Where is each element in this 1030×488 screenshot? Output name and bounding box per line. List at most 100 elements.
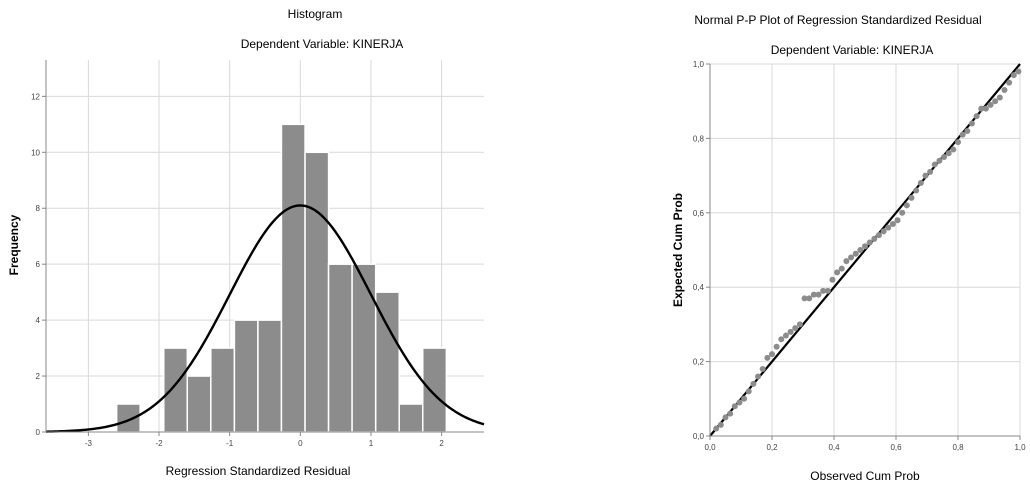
pp-plot-point (894, 217, 901, 224)
pp-plot-point (717, 421, 724, 428)
pp-plot-point (992, 98, 999, 105)
pp-plot-point (838, 265, 845, 272)
pp-plot-point (759, 366, 766, 373)
pp-plot-title: Normal P-P Plot of Regression Standardiz… (694, 13, 981, 27)
pp-plot-x-tick-label: 0,0 (704, 443, 716, 452)
pp-plot-reference-line (709, 63, 1021, 437)
pp-plot-point (871, 235, 878, 242)
pp-plot-point (922, 172, 929, 179)
pp-plot-point (736, 399, 743, 406)
histogram-y-tick-labels: 0 2 4 6 8 10 12 (31, 92, 46, 437)
histogram-normal-curve (45, 204, 485, 433)
histogram-chart: Histogram Dependent Variable: KINERJA -3… (7, 7, 485, 478)
pp-plot-point (889, 220, 896, 227)
pp-plot-point (731, 403, 738, 410)
pp-plot-point (973, 113, 980, 120)
pp-plot-x-tick-label: 0,4 (828, 443, 840, 452)
pp-plot-point (945, 150, 952, 157)
histogram-axes (45, 60, 484, 433)
pp-plot-point (727, 410, 734, 417)
pp-plot-y-tick-label: 1,0 (693, 60, 705, 69)
histogram-bar (422, 347, 448, 433)
histogram-bar (304, 151, 330, 433)
histogram-bars (115, 123, 448, 433)
histogram-bar (233, 319, 259, 433)
histogram-bar (210, 347, 236, 433)
pp-plot-point (782, 332, 789, 339)
histogram-x-axis-label: Regression Standardized Residual (166, 464, 351, 478)
histogram-bar (398, 403, 424, 433)
histogram-bar (257, 319, 283, 433)
histogram-x-tick-label: 1 (369, 439, 374, 448)
histogram-bar (186, 375, 212, 433)
pp-plot-point (741, 395, 748, 402)
pp-plot-point (917, 180, 924, 187)
pp-plot-point (810, 291, 817, 298)
pp-plot-point (875, 232, 882, 239)
pp-plot-point (1010, 72, 1017, 79)
pp-plot-y-tick-label: 0,4 (693, 283, 705, 292)
pp-plot-point (848, 254, 855, 261)
pp-plot-point (959, 131, 966, 138)
pp-plot-point (820, 287, 827, 294)
histogram-x-tick-label: 2 (439, 439, 444, 448)
histogram-y-tick-label: 0 (36, 428, 41, 437)
pp-plot-y-tick-label: 0,6 (693, 209, 705, 218)
pp-plot-x-tick-label: 0,6 (890, 443, 902, 452)
pp-plot-point (1015, 68, 1022, 75)
histogram-y-axis-label: Frequency (7, 214, 21, 275)
histogram-y-tick-label: 4 (36, 316, 41, 325)
pp-plot-points (713, 68, 1022, 432)
histogram-x-tick-label: -3 (85, 439, 93, 448)
pp-plot-point (913, 187, 920, 194)
pp-plot-point (824, 287, 831, 294)
pp-plot-x-axis-label: Observed Cum Prob (810, 469, 920, 483)
histogram-y-tick-label: 12 (31, 92, 40, 101)
pp-plot-point (769, 351, 775, 358)
pp-plot-point (764, 354, 771, 361)
histogram-y-tick-label: 10 (31, 148, 40, 157)
pp-plot-point (987, 101, 994, 108)
pp-plot-point (982, 105, 989, 112)
pp-plot-point (792, 325, 799, 332)
pp-plot-point (931, 161, 938, 168)
pp-plot-point (978, 105, 985, 112)
pp-plot-point (843, 258, 850, 265)
pp-plot-point (955, 139, 961, 146)
pp-plot-point (950, 146, 957, 153)
pp-plot-point (885, 224, 892, 231)
pp-plot-y-tick-labels: 0,0 0,2 0,4 0,6 0,8 1,0 (693, 60, 710, 441)
pp-plot-x-tick-label: 0,2 (766, 443, 778, 452)
pp-plot-point (722, 414, 729, 421)
pp-plot-point (1001, 87, 1008, 94)
pp-plot-point (927, 168, 934, 175)
pp-plot-subtitle: Dependent Variable: KINERJA (771, 43, 934, 57)
pp-plot-point (755, 373, 762, 380)
pp-plot-point (778, 336, 785, 343)
histogram-y-tick-label: 8 (36, 204, 41, 213)
pp-plot-point (796, 321, 803, 328)
histogram-y-tick-label: 2 (36, 372, 41, 381)
pp-plot-x-tick-labels: 0,0 0,2 0,4 0,6 0,8 1,0 (704, 436, 1026, 452)
histogram-title: Histogram (288, 7, 343, 21)
pp-plot-point (936, 157, 943, 164)
pp-plot-gridlines (710, 63, 1021, 436)
pp-plot-point (996, 94, 1003, 101)
histogram-subtitle: Dependent Variable: KINERJA (241, 37, 404, 51)
pp-plot-point (964, 127, 971, 134)
histogram-bar (163, 347, 189, 433)
pp-plot-y-tick-label: 0,2 (693, 358, 705, 367)
histogram-y-tick-label: 6 (36, 260, 41, 269)
histogram-x-tick-label: -1 (226, 439, 234, 448)
pp-plot-point (862, 243, 868, 250)
histogram-bar (351, 263, 377, 433)
pp-plot-y-axis-label: Expected Cum Prob (671, 193, 685, 307)
pp-plot-chart: Normal P-P Plot of Regression Standardiz… (671, 13, 1026, 483)
pp-plot-point (903, 202, 910, 209)
histogram-gridlines (46, 60, 484, 432)
pp-plot-point (829, 276, 836, 283)
pp-plot-point (806, 295, 813, 302)
histogram-bar (280, 123, 306, 433)
pp-plot-point (857, 247, 864, 253)
pp-plot-point (773, 343, 780, 350)
